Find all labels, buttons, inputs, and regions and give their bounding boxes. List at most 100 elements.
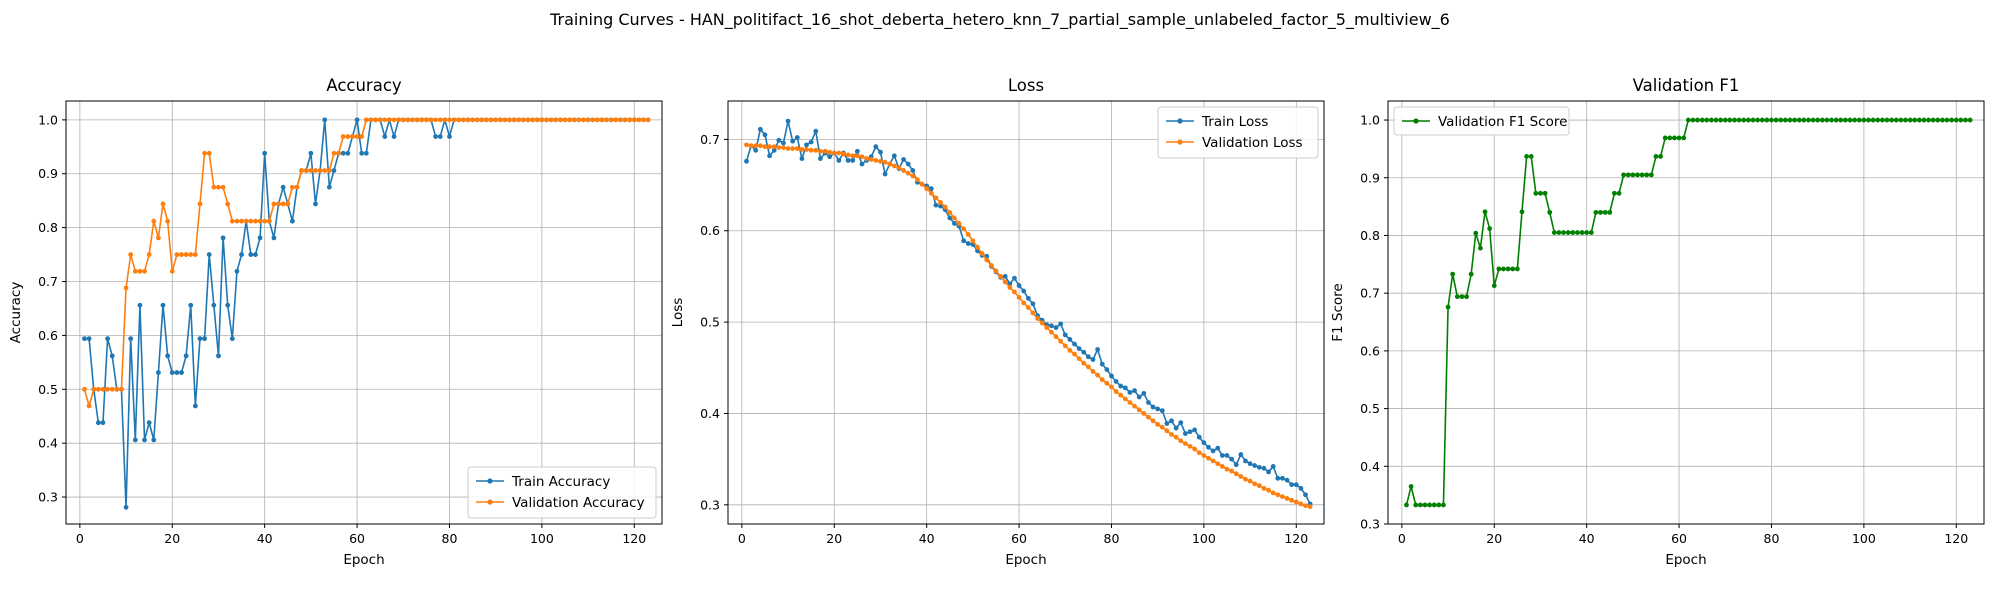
data-point [1806, 117, 1811, 123]
data-point [1514, 266, 1520, 272]
data-point [525, 117, 531, 123]
data-point [1815, 117, 1821, 123]
data-point [179, 370, 184, 375]
data-point [548, 117, 554, 123]
data-point [1173, 434, 1179, 440]
data-point [1243, 476, 1248, 482]
data-layer [82, 117, 651, 510]
data-point [1422, 502, 1428, 508]
data-point [979, 251, 985, 256]
data-point [1792, 117, 1797, 123]
data-point [1441, 502, 1446, 508]
data-point [1944, 117, 1950, 123]
data-point [553, 117, 559, 123]
data-point [303, 168, 309, 173]
data-point [1187, 429, 1193, 435]
data-point [1183, 431, 1188, 436]
data-point [965, 231, 971, 237]
data-point [781, 140, 786, 146]
data-point [82, 386, 87, 392]
data-point [206, 252, 212, 257]
data-point [114, 386, 120, 392]
data-point [169, 268, 175, 274]
data-point [1658, 154, 1663, 159]
data-point [1076, 356, 1082, 362]
subplot-3: 0 20 40 60 80 100 120 0.3 0.4 0.5 0.6 0.7 0.8 0.9 1.0 V… [1330, 76, 1985, 568]
data-point [1104, 380, 1110, 386]
data-point [484, 117, 489, 123]
data-point [91, 386, 97, 392]
data-point [1487, 226, 1493, 231]
data-point [1662, 135, 1668, 141]
data-point [105, 386, 110, 392]
data-point [1113, 389, 1119, 394]
x-tick-label: 120 [1284, 531, 1308, 546]
data-point [1561, 230, 1566, 235]
legend-label: Validation Accuracy [512, 495, 645, 511]
data-point [804, 147, 809, 152]
data-point [767, 144, 772, 150]
data-point [1875, 117, 1881, 123]
data-point [169, 370, 175, 375]
data-point [451, 117, 457, 123]
x-axis-label: Epoch [343, 552, 384, 568]
data-point [1621, 172, 1627, 178]
data-point [488, 117, 494, 123]
axes-frame [65, 100, 663, 525]
data-point [534, 117, 540, 123]
data-point [938, 203, 943, 209]
data-point [1215, 461, 1221, 467]
data-point [799, 147, 805, 152]
data-point [1958, 117, 1964, 123]
data-point [1464, 294, 1469, 300]
data-point [322, 168, 328, 173]
data-point [1750, 117, 1756, 123]
x-tick-label: 60 [1671, 531, 1687, 546]
data-point [1764, 117, 1770, 123]
y-tick-label: 0.9 [38, 166, 58, 181]
data-point [266, 218, 272, 224]
y-axis-label: Accuracy [8, 282, 24, 344]
data-point [961, 238, 967, 244]
data-point [1210, 458, 1216, 464]
data-point [271, 235, 277, 241]
data-point [947, 210, 953, 215]
data-point [216, 184, 221, 190]
data-point [1833, 117, 1839, 123]
data-point [1141, 390, 1147, 396]
data-point [1639, 172, 1645, 178]
data-point [1270, 464, 1276, 469]
data-point [1266, 487, 1271, 493]
data-point [762, 132, 768, 138]
data-point [1150, 404, 1156, 410]
x-tick-label: 100 [530, 531, 554, 546]
data-point [1445, 304, 1451, 310]
x-tick-label: 60 [1011, 531, 1027, 546]
data-point [1630, 172, 1636, 178]
data-point [1247, 478, 1253, 484]
data-point [1542, 190, 1548, 196]
data-point [1588, 230, 1594, 235]
data-point [1713, 117, 1719, 123]
data-point [1690, 117, 1696, 123]
y-tick-label: 0.7 [700, 132, 720, 147]
data-point [262, 150, 268, 156]
data-point [1284, 477, 1290, 483]
data-point [239, 252, 244, 257]
data-point [423, 117, 429, 123]
data-point [984, 257, 990, 263]
data-point [336, 150, 341, 156]
data-point [1007, 284, 1013, 290]
y-tick-label: 0.3 [700, 497, 720, 512]
data-point [1025, 295, 1031, 301]
data-point [1478, 245, 1483, 251]
data-point [576, 117, 582, 123]
data-point [753, 147, 759, 153]
data-point [516, 117, 522, 123]
data-point [1829, 117, 1834, 123]
data-point [1099, 377, 1105, 383]
data-point [1819, 117, 1825, 123]
data-point [1044, 325, 1050, 330]
data-point [188, 302, 194, 308]
data-point [86, 403, 92, 409]
